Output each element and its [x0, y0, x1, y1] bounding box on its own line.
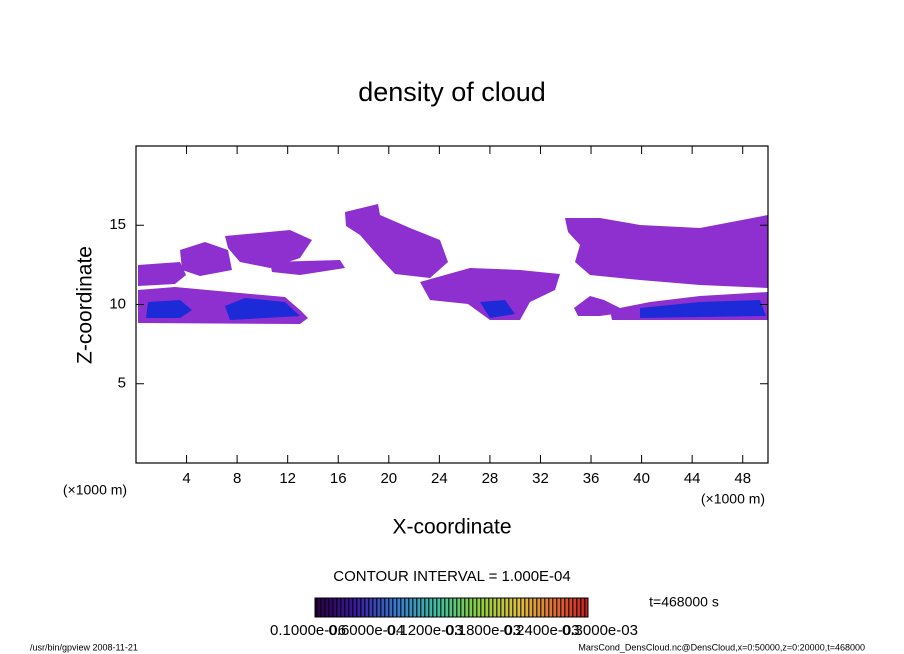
x-tick-label: 8 [233, 470, 241, 487]
x-tick-label: 4 [182, 470, 190, 487]
x-tick-label: 32 [532, 470, 549, 487]
footer-right: MarsCond_DensCloud.nc@DensCloud,x=0:5000… [578, 642, 865, 652]
time-label: t=468000 s [649, 594, 719, 610]
x-tick-label: 40 [633, 470, 650, 487]
x-axis-label: X-coordinate [392, 516, 511, 539]
colorbar-label: 0.3000e-03 [562, 622, 638, 639]
y-tick-label: 15 [109, 216, 126, 233]
y-tick-label: 10 [109, 295, 126, 312]
x-tick-label: 16 [330, 470, 347, 487]
colorbar-label: 0.6000e-04 [328, 622, 404, 639]
chart-title: density of cloud [358, 77, 546, 107]
x-tick-label: 12 [279, 470, 296, 487]
colorbar [314, 597, 589, 618]
contour-interval: CONTOUR INTERVAL = 1.000E-04 [333, 568, 570, 585]
x-tick-label: 24 [431, 470, 448, 487]
x-tick-label: 20 [380, 470, 397, 487]
y-unit-label: (×1000 m) [63, 482, 127, 498]
contour-fill [138, 204, 768, 324]
colorbar-label: 0.1800e-03 [445, 622, 521, 639]
colorbar-label: 0.1000e-06 [270, 622, 346, 639]
x-tick-label: 28 [482, 470, 499, 487]
x-tick-label: 48 [734, 470, 751, 487]
x-tick-label: 44 [684, 470, 701, 487]
footer-left: /usr/bin/gpview 2008-11-21 [30, 642, 138, 652]
colorbar-label: 0.2400e-03 [504, 622, 580, 639]
y-tick-label: 5 [118, 375, 126, 392]
x-unit-label: (×1000 m) [701, 491, 765, 507]
x-tick-label: 36 [583, 470, 600, 487]
y-axis-label: Z-coordinate [74, 246, 97, 364]
colorbar-label: 0.1200e-03 [387, 622, 463, 639]
